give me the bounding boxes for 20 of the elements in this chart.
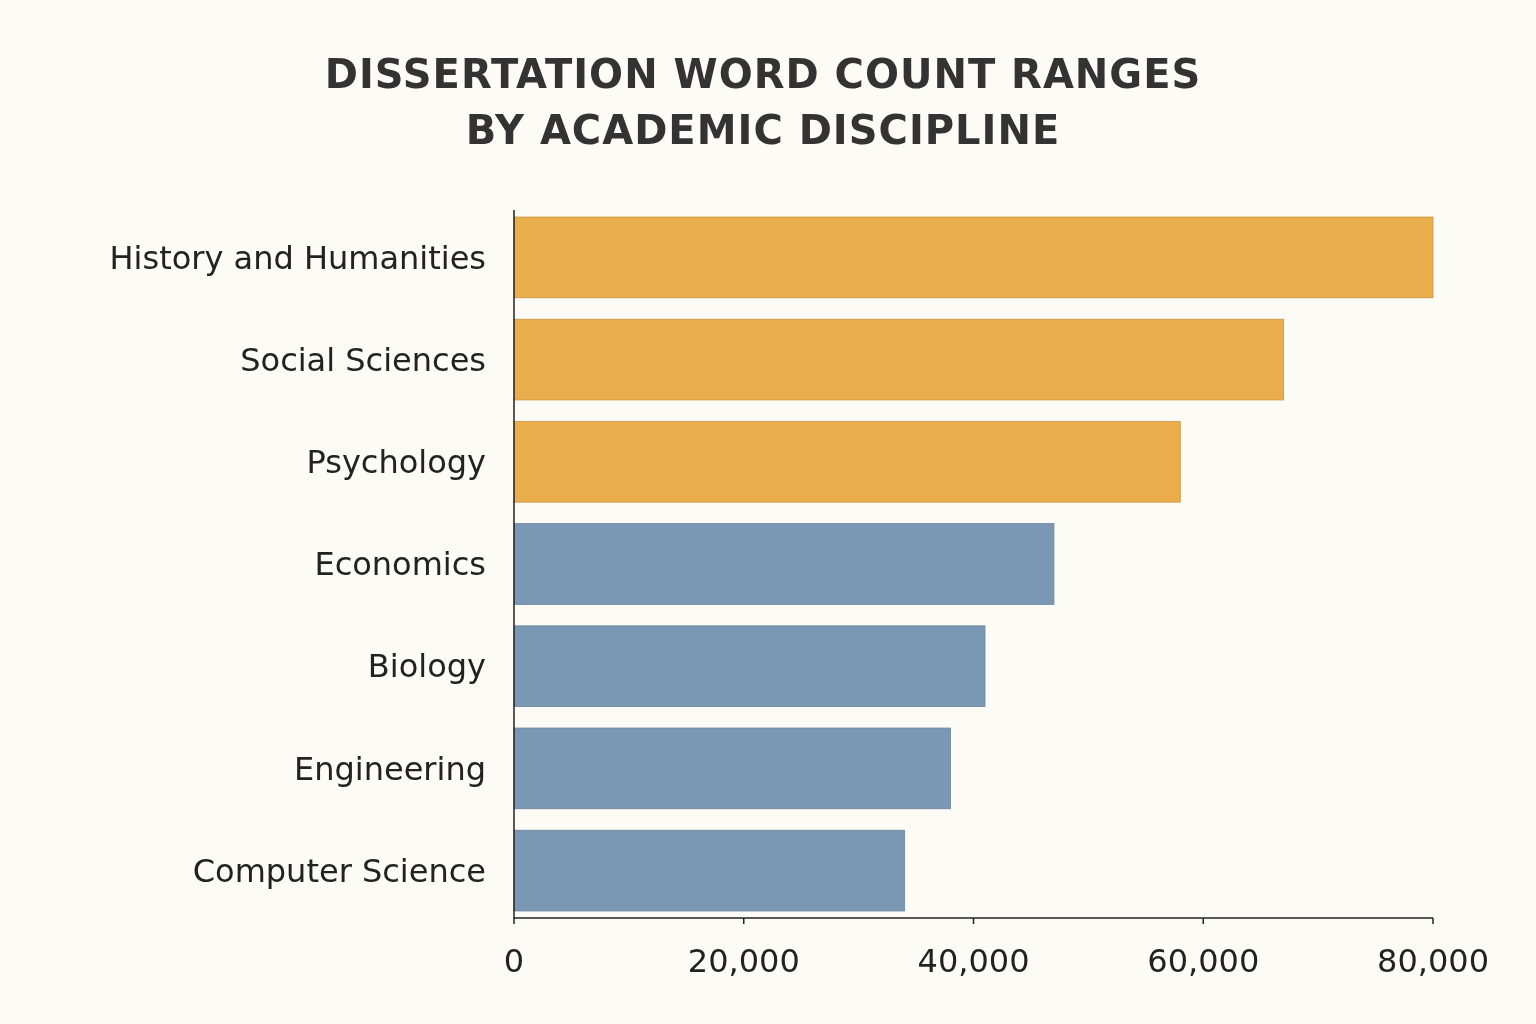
bar <box>513 625 986 707</box>
x-tick-label: 60,000 <box>1147 942 1260 980</box>
bar <box>513 727 951 810</box>
y-tick-label: Biology <box>367 647 486 686</box>
bar <box>513 421 1181 503</box>
bar <box>513 318 1285 401</box>
x-tick-label: 0 <box>503 942 525 980</box>
y-tick-label: Computer Science <box>192 851 486 890</box>
x-tick-label: 80,000 <box>1377 942 1489 980</box>
y-tick-label: Engineering <box>294 749 486 788</box>
y-tick-label: Psychology <box>306 443 486 481</box>
x-tick-label: 40,000 <box>917 942 1030 980</box>
bar <box>513 216 1434 299</box>
bar <box>513 523 1055 605</box>
bar <box>513 829 905 912</box>
y-tick-label: History and Humanities <box>109 238 486 277</box>
chart-title: DISSERTATION WORD COUNT RANGES BY ACADEMIC DISCIPLINE <box>324 51 1202 153</box>
y-tick-label: Economics <box>314 545 486 584</box>
y-tick-label: Social Sciences <box>240 340 486 379</box>
x-tick-label: 20,000 <box>687 942 800 980</box>
